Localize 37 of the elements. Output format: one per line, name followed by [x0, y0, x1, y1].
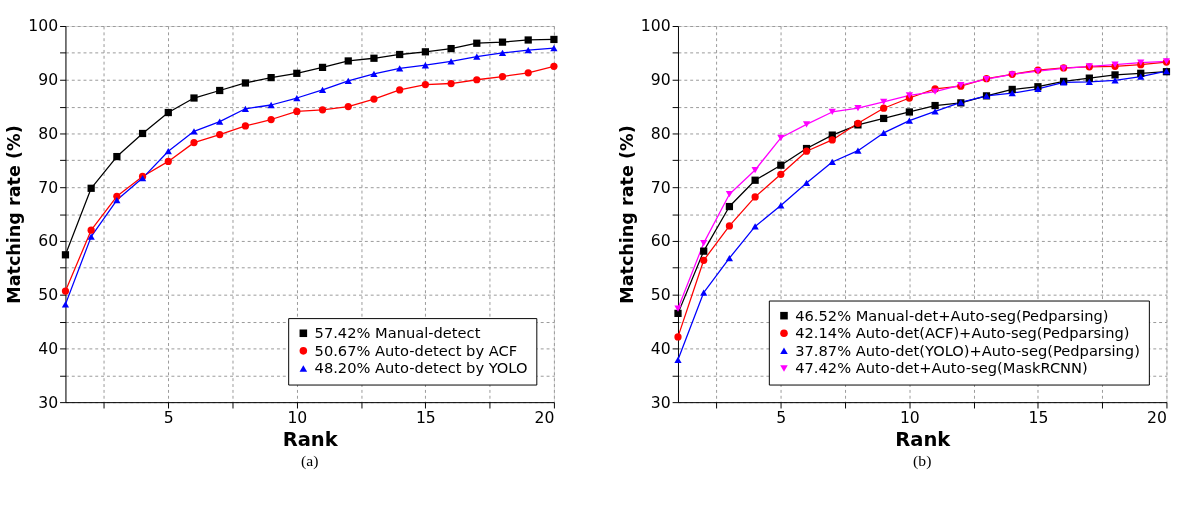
y-tick-label: 50	[38, 285, 59, 305]
x-axis-title: Rank	[282, 427, 339, 451]
y-axis-title: Matching rate (%)	[617, 125, 638, 304]
y-tick-label: 80	[650, 123, 671, 143]
y-tick-label: 90	[38, 70, 59, 90]
y-tick-label: 70	[38, 177, 59, 197]
y-tick-label: 60	[38, 231, 59, 251]
text: (b)	[913, 451, 932, 470]
x-tick-label: 10	[287, 408, 308, 428]
y-tick-label: 40	[650, 338, 671, 358]
x-axis-title: Rank	[895, 427, 952, 451]
legend-label: 37.87% Auto-det(YOLO)+Auto-seg(Pedparsing)	[795, 341, 1140, 359]
legend-label: 57.42% Manual-detect	[314, 324, 481, 342]
x-tick-label: 20	[1147, 408, 1167, 428]
x-tick-label: 15	[415, 408, 436, 428]
x-tick-label: 10	[899, 408, 920, 428]
legend-label: 47.42% Auto-det+Auto-seg(MaskRCNN)	[795, 359, 1088, 377]
y-tick-label: 30	[650, 392, 671, 412]
y-tick-label: 60	[650, 231, 671, 251]
legend-label: 50.67% Auto-detect by ACF	[314, 341, 518, 359]
x-tick-label: 20	[534, 408, 555, 428]
y-tick-label: 100	[640, 16, 671, 36]
legend-label: 46.52% Manual-det+Auto-seg(Pedparsing)	[795, 306, 1109, 324]
x-tick-label: 5	[776, 408, 787, 428]
text: (a)	[301, 451, 319, 470]
y-tick-label: 90	[650, 70, 671, 90]
y-tick-label: 40	[38, 338, 59, 358]
legend-label: 42.14% Auto-det(ACF)+Auto-seg(Pedparsing)	[795, 324, 1130, 342]
y-axis-title: Matching rate (%)	[4, 125, 25, 304]
y-tick-label: 70	[650, 177, 671, 197]
y-tick-label: 80	[38, 123, 59, 143]
x-tick-label: 5	[163, 408, 174, 428]
y-tick-label: 100	[28, 16, 59, 36]
y-tick-label: 30	[38, 392, 59, 412]
legend-label: 48.20% Auto-detect by YOLO	[314, 359, 528, 377]
x-tick-label: 15	[1028, 408, 1049, 428]
y-tick-label: 50	[650, 285, 671, 305]
